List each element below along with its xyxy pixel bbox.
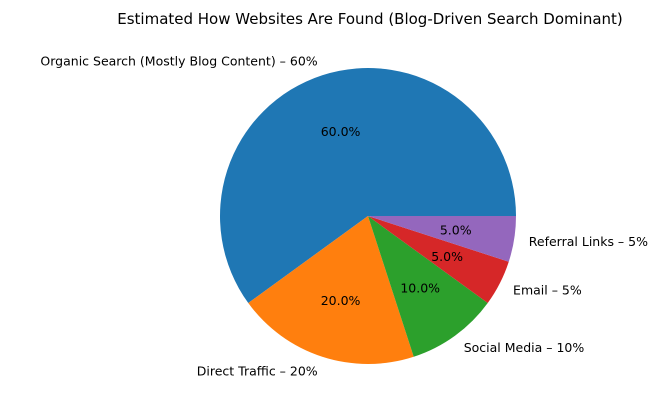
pie-slice [368,216,509,303]
pie-slice [368,216,488,357]
percentage-labels: 60.0% 20.0% 10.0% 5.0% 5.0% [321,124,472,308]
slice-category-label: Organic Search (Mostly Blog Content) – 6… [40,54,317,69]
pie-slices [220,68,517,364]
slice-percentage-label: 60.0% [321,124,361,139]
slice-labels: Organic Search (Mostly Blog Content) – 6… [40,54,648,379]
slice-category-label: Email – 5% [513,282,582,297]
slice-percentage-label: 10.0% [400,280,440,295]
slice-percentage-label: 20.0% [321,293,361,308]
pie-slice [368,216,516,262]
slice-percentage-label: 5.0% [440,222,472,237]
pie-slice [220,68,517,303]
chart-title: Estimated How Websites Are Found (Blog-D… [117,10,623,28]
slice-category-label: Referral Links – 5% [529,234,648,249]
pie-slice [248,216,414,364]
slice-percentage-label: 5.0% [431,249,463,264]
slice-category-label: Direct Traffic – 20% [197,363,318,378]
slice-category-label: Social Media – 10% [464,340,585,355]
